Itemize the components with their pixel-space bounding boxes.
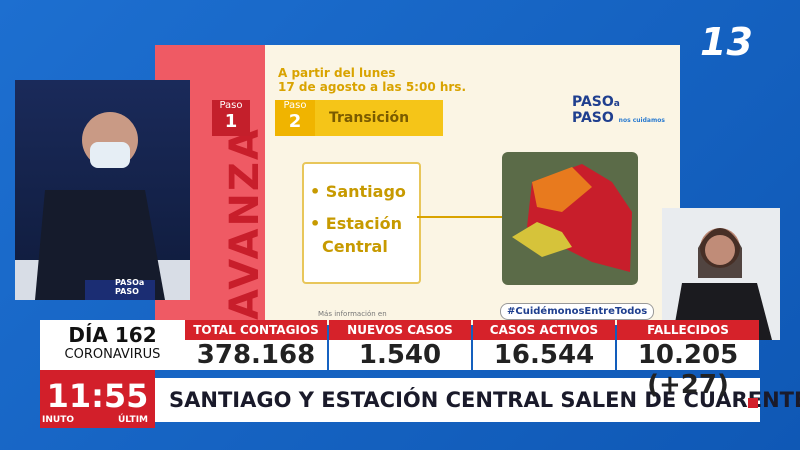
podium-text: PASO xyxy=(115,287,139,296)
podium: PASOa PASO xyxy=(115,278,144,296)
hashtag: #CuidémonosEntreTodos xyxy=(500,303,655,320)
podium-text: PASOa xyxy=(115,278,145,287)
step-number: 2 xyxy=(288,111,302,132)
brand-text: PASO xyxy=(572,94,614,110)
places-box xyxy=(302,162,421,284)
stat-label: NUEVOS CASOS xyxy=(329,320,471,340)
place: Central xyxy=(322,237,388,256)
brand-text: PASO xyxy=(572,110,614,126)
stat-label: TOTAL CONTAGIOS xyxy=(185,320,327,340)
step-name: Transición xyxy=(315,100,443,136)
more-info: Más información en xyxy=(318,310,387,318)
footer: INUTO xyxy=(42,415,74,425)
step-2: Paso 2 xyxy=(275,100,315,136)
step-label: Paso xyxy=(283,100,307,111)
day-panel: DÍA 162 CORONAVIRUS xyxy=(40,320,185,370)
place: • Estación xyxy=(310,214,403,233)
topic: CORONAVIRUS xyxy=(64,347,161,362)
step-number: 1 xyxy=(224,111,238,132)
marker xyxy=(748,398,758,408)
place: • Santiago xyxy=(310,182,406,201)
day: DÍA 162 xyxy=(68,323,157,347)
footer: ÚLTIM xyxy=(118,415,148,425)
brand: PASOa PASO nos cuidamos xyxy=(572,95,665,128)
intro: A partir del lunes xyxy=(278,66,396,80)
stat-value: 16.544 xyxy=(473,340,615,370)
clock: 11:55 xyxy=(40,370,155,428)
brand-text: a xyxy=(613,99,620,109)
stat-value: 1.540 xyxy=(329,340,471,370)
connector xyxy=(417,216,502,218)
step-1: Paso 1 xyxy=(212,100,250,136)
stat-label: FALLECIDOS xyxy=(617,320,759,340)
presenter xyxy=(15,112,190,300)
presenter-video: PASOa PASO xyxy=(15,80,190,300)
headline: SANTIAGO Y ESTACIÓN CENTRAL SALEN DE CUA… xyxy=(155,378,800,422)
side-text: AVANZA xyxy=(222,127,268,320)
stat-value: 378.168 xyxy=(185,340,327,370)
brand-text: nos cuidamos xyxy=(618,117,665,124)
channel-logo: 13 xyxy=(700,20,753,64)
map xyxy=(502,152,638,285)
date: 17 de agosto a las 5:00 hrs. xyxy=(278,80,467,94)
stat-value: 10.205 (+27) xyxy=(617,340,759,400)
stat-label: CASOS ACTIVOS xyxy=(473,320,615,340)
step-label: Paso xyxy=(219,100,243,111)
